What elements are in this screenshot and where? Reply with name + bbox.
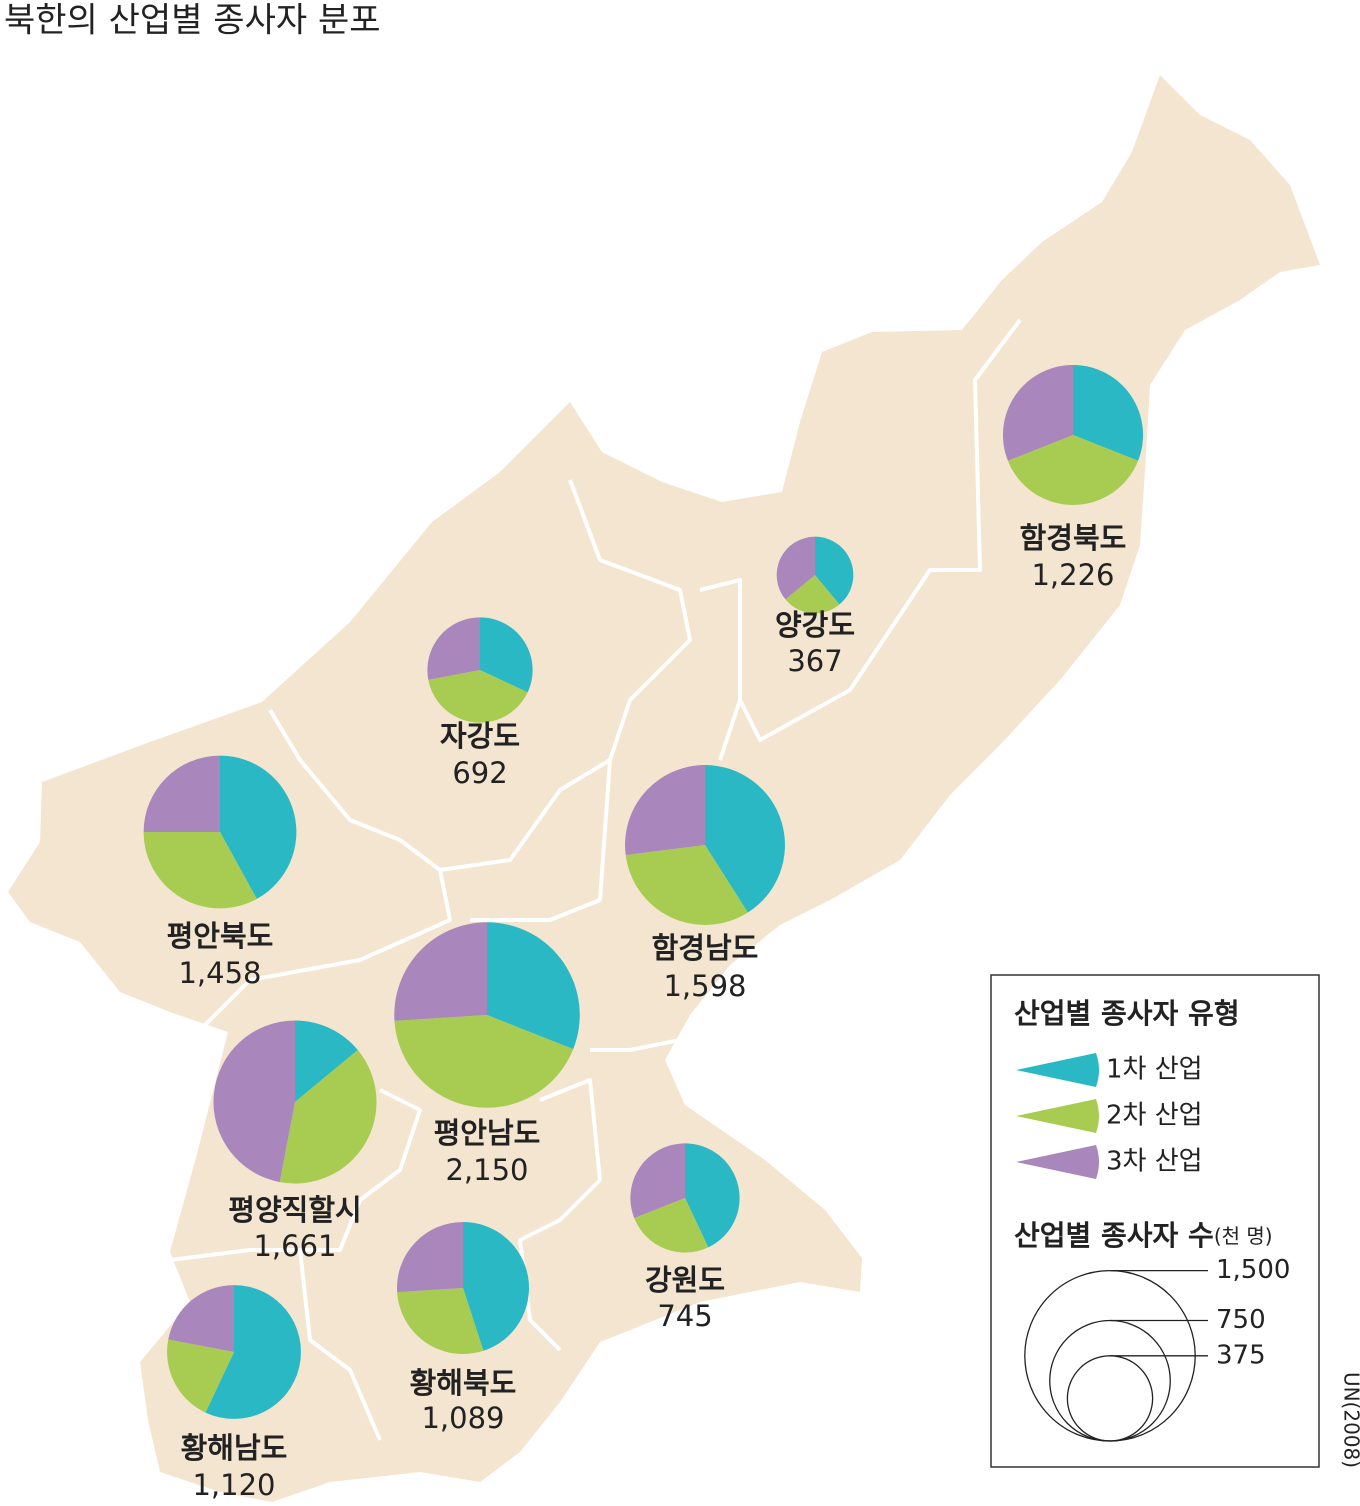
legend-box <box>990 974 1320 1468</box>
pie-slice <box>776 536 815 600</box>
region-name: 함경북도 <box>1020 521 1127 555</box>
pie-slice <box>705 765 785 913</box>
pie-slice <box>625 845 748 925</box>
pie-slice <box>1007 435 1139 506</box>
pie-slice <box>785 575 840 614</box>
region-name: 황해북도 <box>410 1366 517 1400</box>
region-total: 1,226 <box>1031 558 1114 592</box>
region-name: 양강도 <box>775 608 855 642</box>
pie-slice <box>428 670 528 723</box>
region-total: 1,458 <box>178 956 261 990</box>
pie-slice <box>213 1020 295 1183</box>
pie-slice <box>397 1222 463 1293</box>
source: UN(2008) <box>1340 1372 1360 1468</box>
pie-slice <box>168 1285 234 1352</box>
region-total: 745 <box>657 1299 712 1333</box>
region-total: 1,089 <box>421 1401 504 1435</box>
region-total: 2,150 <box>445 1153 528 1187</box>
pie-slice <box>685 1143 740 1248</box>
pie-slice <box>167 1339 234 1413</box>
region-name: 평양직할시 <box>228 1193 361 1227</box>
legend-size-label: 750 <box>1216 1305 1266 1335</box>
region-name: 평안북도 <box>167 919 274 953</box>
legend-swatch <box>1016 1099 1099 1133</box>
province-border <box>298 1078 602 1441</box>
legend-label: 2차 산업 <box>1106 1101 1203 1131</box>
region-name: 자강도 <box>440 719 520 753</box>
pie-slice <box>394 922 487 1021</box>
region-total: 692 <box>452 756 507 790</box>
region-name: 평안남도 <box>434 1116 541 1150</box>
pie-slice <box>295 1020 358 1102</box>
legend-swatch <box>1016 1145 1099 1179</box>
province-border <box>699 318 1022 742</box>
legend-label: 1차 산업 <box>1106 1055 1203 1085</box>
province-border <box>470 699 742 922</box>
pie-slice <box>630 1143 685 1219</box>
legend-label: 3차 산업 <box>1106 1147 1203 1177</box>
legend-title: 산업별 종사자 유형 <box>1014 997 1240 1030</box>
pie-slice <box>279 1050 377 1184</box>
region-total: 1,661 <box>253 1229 336 1263</box>
pie-slice <box>480 617 533 693</box>
legend-size-label: 375 <box>1216 1340 1266 1370</box>
pie-slice <box>463 1222 530 1351</box>
region-total: 367 <box>787 644 842 678</box>
legend-swatch <box>1016 1053 1099 1087</box>
legend-size-title: 산업별 종사자 수(천 명) <box>1014 1219 1273 1252</box>
pie-slice <box>1002 364 1073 461</box>
pie-slice <box>1073 364 1144 461</box>
pie-slice <box>205 1285 301 1419</box>
title: 북한의 산업별 종사자 분포 <box>4 1 381 41</box>
province-border <box>268 479 692 872</box>
pie-slice <box>634 1198 709 1253</box>
pie-slice <box>220 755 297 899</box>
region-total: 1,598 <box>663 969 746 1003</box>
pie-slice <box>394 1015 574 1108</box>
legend-size-label: 1,500 <box>1216 1255 1290 1285</box>
pie-slice <box>397 1288 484 1355</box>
legend-size-unit: (천 명) <box>1214 1224 1273 1248</box>
pie-slice <box>143 755 220 832</box>
region-name: 함경남도 <box>652 931 759 965</box>
pie-slice <box>143 832 257 909</box>
province-border <box>198 869 452 1032</box>
pie-slice <box>625 765 705 856</box>
region-name: 강원도 <box>645 1263 725 1297</box>
legend-size-title-text: 산업별 종사자 수 <box>1014 1219 1214 1252</box>
pie-slice <box>427 617 480 680</box>
region-name: 황해남도 <box>181 1431 288 1465</box>
pie-slice <box>815 536 854 605</box>
pie-slice <box>487 922 580 1050</box>
region-total: 1,120 <box>192 1468 275 1502</box>
province-border <box>169 1038 681 1262</box>
